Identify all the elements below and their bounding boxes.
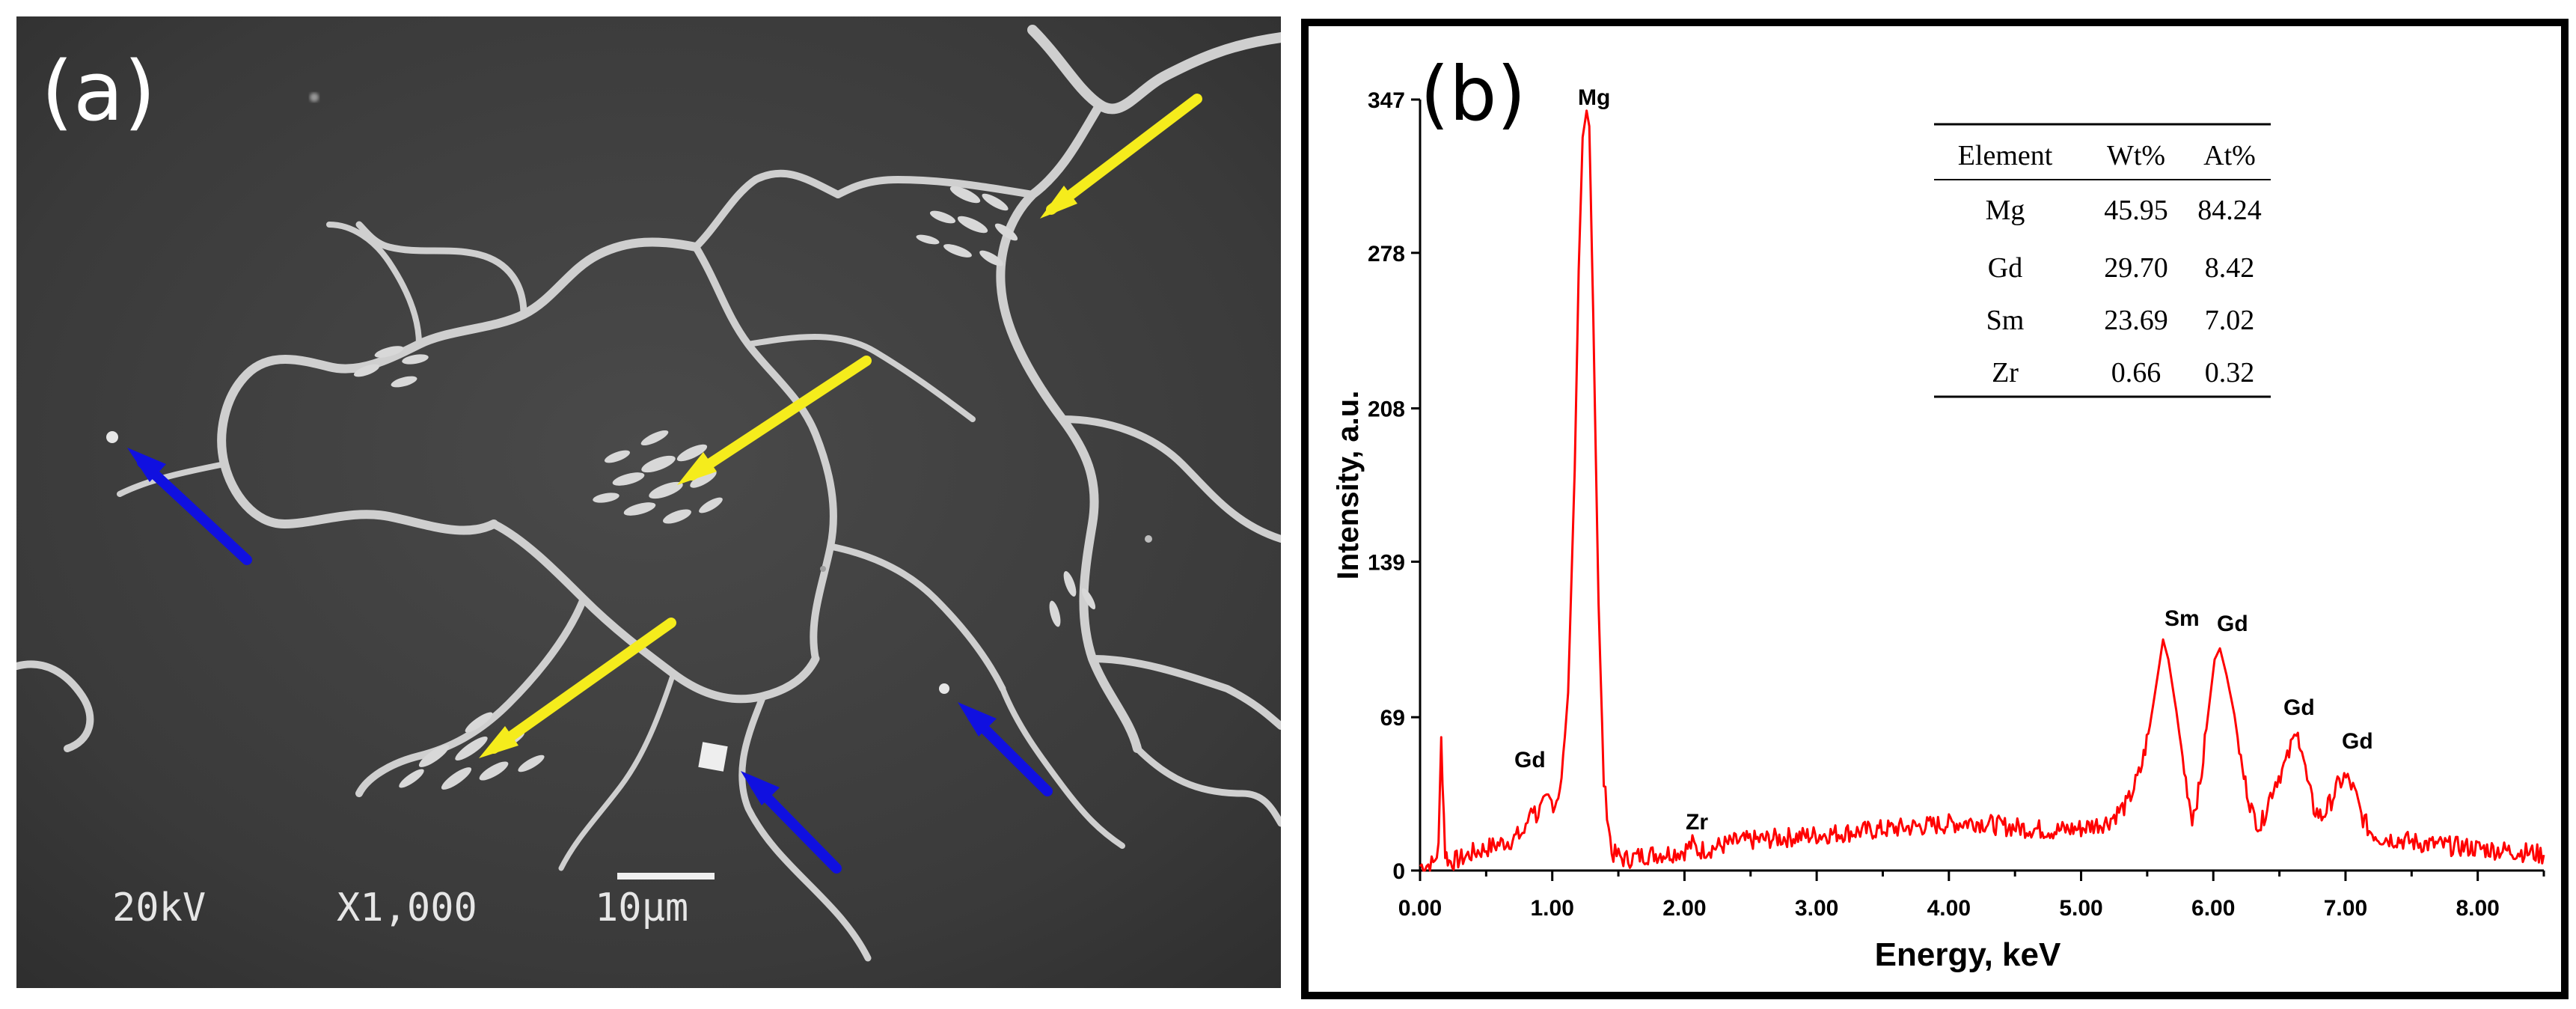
panel-a: 20kV X1,000 10μm (a) — [15, 15, 1282, 990]
x-tick-label: 4.00 — [1927, 896, 1971, 921]
y-tick-label: 347 — [1368, 88, 1405, 113]
table-cell: 8.42 — [2205, 252, 2255, 284]
table-header-wt: Wt% — [2107, 140, 2165, 171]
yellow-arrows — [479, 94, 1202, 758]
grain-boundary-network — [16, 25, 1281, 962]
peak-label-gd-4: Gd — [2342, 729, 2373, 754]
peak-label-sm: Sm — [2164, 606, 2200, 631]
table-header-element: Element — [1958, 140, 2053, 171]
table-row: Zr 0.66 0.32 — [1992, 357, 2254, 388]
peak-labels: Mg Gd Zr Sm Gd Gd Gd — [1514, 85, 2373, 835]
blue-arrows — [127, 448, 1053, 874]
panel-b-frame — [1301, 19, 2569, 999]
y-axis-label: Intensity, a.u. — [1332, 391, 1365, 580]
x-tick-label: 8.00 — [2456, 896, 2499, 921]
table-cell: 23.69 — [2104, 305, 2168, 336]
x-axis-label: Energy, keV — [1875, 936, 2061, 973]
x-tick-label: 1.00 — [1531, 896, 1574, 921]
yellow-arrow-2 — [677, 356, 872, 485]
x-axis-ticks: 0.00 1.00 2.00 3.00 4.00 5.00 6.00 7.00 8.00 — [1398, 871, 2545, 921]
panel-b: 0 69 139 208 278 347 0.00 1.00 2.00 3.00 4.00 5.00… — [1301, 19, 2569, 999]
scale-bar — [617, 873, 715, 880]
peak-label-mg: Mg — [1578, 85, 1610, 110]
peak-label-gd-3: Gd — [2283, 695, 2315, 720]
peak-label-zr: Zr — [1686, 810, 1708, 835]
y-axis-ticks: 0 69 139 208 278 347 — [1368, 88, 1420, 884]
y-tick-label: 69 — [1380, 706, 1405, 731]
table-cell: 0.66 — [2111, 357, 2162, 388]
x-tick-label: 2.00 — [1662, 896, 1706, 921]
panel-b-label: (b) — [1420, 50, 1526, 138]
blue-arrow-3 — [741, 771, 842, 874]
spectrum-axes — [1419, 100, 2544, 872]
table-cell: 45.95 — [2104, 195, 2168, 226]
table-row: Gd 29.70 8.42 — [1988, 252, 2254, 284]
x-tick-label: 3.00 — [1795, 896, 1838, 921]
x-tick-label: 7.00 — [2324, 896, 2367, 921]
table-cell: Mg — [1986, 195, 2025, 226]
x-tick-label: 5.00 — [2059, 896, 2102, 921]
y-tick-label: 278 — [1368, 242, 1405, 266]
table-cell: Sm — [1986, 305, 2025, 336]
blue-arrow-2 — [958, 702, 1053, 796]
sem-caption: 20kV X1,000 10μm — [112, 873, 715, 930]
table-header-at: At% — [2203, 140, 2256, 171]
table-cell: 7.02 — [2205, 305, 2255, 336]
spectrum-line — [1419, 109, 2545, 872]
table-cell: 84.24 — [2197, 195, 2262, 226]
eutectic-colonies — [353, 186, 1096, 790]
composition-table: Element Wt% At% Mg 45.95 84.24 Gd 29.70 … — [1934, 123, 2271, 398]
table-cell: 29.70 — [2104, 252, 2168, 284]
peak-label-gd-1: Gd — [1514, 748, 1546, 772]
sem-magnification: X1,000 — [337, 885, 477, 930]
table-cell: 0.32 — [2205, 357, 2255, 388]
sem-micrograph: 20kV X1,000 10μm (a) — [16, 16, 1281, 988]
blue-arrow-1 — [127, 448, 252, 565]
scale-bar-label: 10μm — [595, 885, 688, 930]
x-tick-label: 6.00 — [2191, 896, 2235, 921]
y-tick-label: 139 — [1368, 550, 1405, 575]
y-tick-label: 208 — [1368, 397, 1405, 422]
table-cell: Zr — [1992, 357, 2019, 388]
table-cell: Gd — [1988, 252, 2022, 284]
panel-a-label: (a) — [41, 43, 156, 139]
table-row: Sm 23.69 7.02 — [1986, 305, 2255, 336]
peak-label-gd-2: Gd — [2217, 612, 2248, 636]
table-header: Element Wt% At% — [1958, 140, 2256, 171]
x-tick-label: 0.00 — [1398, 896, 1442, 921]
yellow-arrow-1 — [1040, 94, 1202, 219]
table-row: Mg 45.95 84.24 — [1986, 195, 2262, 226]
yellow-arrow-3 — [479, 618, 676, 758]
cuboid-particles — [106, 93, 1152, 772]
sem-voltage: 20kV — [112, 885, 206, 930]
y-tick-label: 0 — [1392, 859, 1405, 884]
